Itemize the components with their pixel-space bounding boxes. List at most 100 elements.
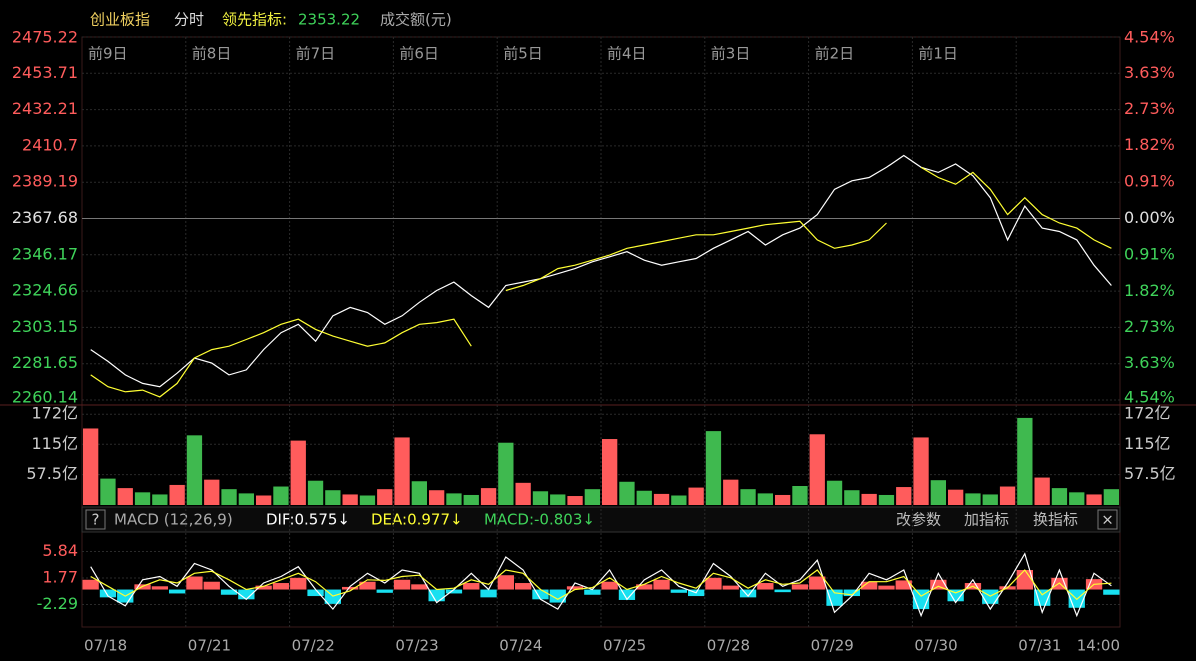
macd-bar <box>411 584 428 590</box>
x-tick-label: 07/22 <box>292 637 335 655</box>
volume-bar <box>429 490 445 505</box>
y2-tick-label: 3.63% <box>1124 353 1175 372</box>
day-label: 前6日 <box>399 45 439 63</box>
dif-value: DIF:0.575↓ <box>266 511 350 529</box>
macd-bar <box>497 575 514 590</box>
macd-bar <box>791 584 809 590</box>
macd-line <box>90 569 1112 601</box>
volume-bar <box>792 486 808 505</box>
volume-bar <box>809 434 825 505</box>
volume-bar <box>238 493 254 505</box>
volume-bar <box>948 489 964 505</box>
volume-bar <box>636 490 652 505</box>
price-line <box>90 154 1112 388</box>
y-tick-label: 2432.21 <box>12 99 78 118</box>
y-tick-label: 5.84 <box>42 541 78 560</box>
volume-bar <box>100 478 116 505</box>
macd-bar <box>757 583 774 590</box>
macd-bar <box>428 589 445 602</box>
volume-bar <box>688 487 704 505</box>
macd-bar <box>186 576 203 590</box>
volume-bar <box>965 493 981 505</box>
macd-bar <box>809 576 826 590</box>
volume-bar <box>861 493 877 505</box>
day-label: 前8日 <box>192 45 232 63</box>
volume-bar <box>550 494 566 505</box>
volume-bar <box>619 481 635 505</box>
macd-bar <box>393 579 411 590</box>
volume-bar <box>152 494 168 505</box>
macd-bar <box>255 585 272 590</box>
macd-bar <box>99 589 117 598</box>
day-label: 前7日 <box>296 45 336 63</box>
lead-value: 2353.22 <box>298 11 360 29</box>
day-label: 前1日 <box>918 45 958 63</box>
volume-bar <box>671 495 687 505</box>
volume-bar <box>723 479 739 505</box>
volume-bar <box>446 493 462 505</box>
volume-bar <box>83 428 99 505</box>
macd-bar <box>895 580 912 590</box>
x-tick-label: 07/21 <box>188 637 231 655</box>
mode: 分时 <box>174 11 204 29</box>
close-text[interactable]: × <box>1101 511 1114 529</box>
button[interactable]: 改参数 <box>896 511 941 529</box>
y2-tick-label: 172亿 <box>1124 404 1171 423</box>
x-tick-label: 07/29 <box>811 637 854 655</box>
macd-bar <box>930 579 947 590</box>
volume-bar <box>290 440 306 505</box>
y-tick-label: 2367.68 <box>12 208 78 227</box>
volume-bar <box>204 479 220 505</box>
macd-bar <box>151 586 168 590</box>
volume-bar <box>775 494 791 505</box>
macd-bar <box>1103 589 1120 595</box>
macd-bar <box>549 589 566 603</box>
volume-bar <box>913 437 929 505</box>
button[interactable]: 换指标 <box>1033 511 1078 529</box>
y2-tick-label: 4.54% <box>1124 28 1175 47</box>
day-label: 前3日 <box>711 45 751 63</box>
macd-bar <box>878 585 895 590</box>
button[interactable]: 加指标 <box>964 511 1009 529</box>
y-tick-label: 2475.22 <box>12 28 78 47</box>
day-label: 前9日 <box>88 45 128 63</box>
y2-tick-label: 115亿 <box>1124 434 1171 453</box>
volume-bar <box>1069 492 1085 505</box>
time-label: 14:00 <box>1077 637 1120 655</box>
x-tick-label: 07/23 <box>395 637 438 655</box>
y-tick-label: 2453.71 <box>12 63 78 82</box>
volume-bar <box>359 495 376 505</box>
macd-bar <box>238 589 255 600</box>
y-tick-label: 2260.14 <box>12 388 78 407</box>
macd-bar <box>636 584 653 590</box>
volume-bar <box>532 491 549 505</box>
volume-bar <box>1051 488 1068 505</box>
y-tick-label: 2389.19 <box>12 172 78 191</box>
x-tick-label: 07/28 <box>707 637 750 655</box>
macd-bar <box>342 586 359 590</box>
macd-bar <box>861 581 878 590</box>
y-tick-label: 1.77 <box>42 568 78 587</box>
y2-tick-label: 2.73% <box>1124 317 1175 336</box>
volume-bar <box>930 480 946 505</box>
volume-bar <box>325 490 341 505</box>
y-tick-label: 2303.15 <box>12 317 78 336</box>
volume-bar <box>653 493 670 505</box>
help-button[interactable] <box>85 509 106 530</box>
x-tick-label: 07/18 <box>84 637 127 655</box>
volume-bar <box>307 480 324 505</box>
close-button[interactable] <box>1097 509 1118 530</box>
macd-bar <box>843 589 860 597</box>
help-text[interactable]: ? <box>92 511 100 529</box>
macd-bar <box>220 589 238 595</box>
macd-bar <box>82 579 99 590</box>
volume-bar <box>221 489 237 505</box>
x-tick-label: 07/30 <box>914 637 957 655</box>
macd-bar <box>203 581 220 590</box>
volume-bar <box>1034 477 1050 505</box>
macd-bar <box>947 589 964 602</box>
macd-bar <box>532 589 549 600</box>
volume-bar <box>498 442 514 505</box>
